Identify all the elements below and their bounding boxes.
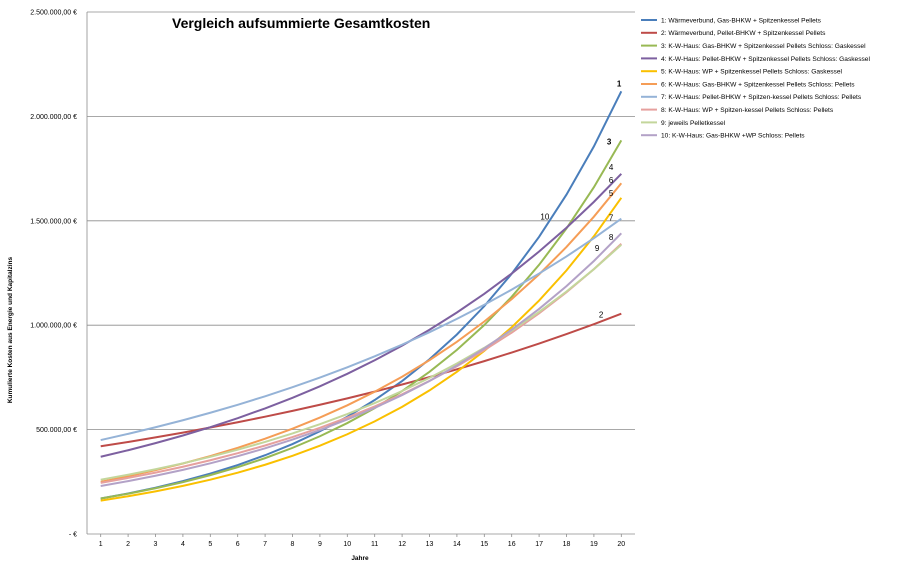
series-annotation-2: 2	[599, 311, 604, 320]
x-tick-label: 10	[343, 541, 351, 548]
x-axis-title: Jahre	[351, 555, 369, 562]
x-tick-label: 16	[508, 541, 516, 548]
y-tick-label: - €	[69, 532, 77, 539]
x-tick-label: 5	[208, 541, 212, 548]
y-axis-title: Kumulierte Kosten aus Energie und Kapita…	[7, 256, 14, 403]
x-tick-label: 18	[563, 541, 571, 548]
x-tick-label: 15	[480, 541, 488, 548]
series-annotation-3: 3	[607, 137, 612, 146]
x-tick-label: 14	[453, 541, 461, 548]
series-annotation-7: 7	[609, 214, 614, 223]
legend-label-4: 4: K-W-Haus: Pellet-BHKW + Spitzenkessel…	[661, 56, 870, 63]
series-line-2	[101, 314, 622, 447]
x-tick-label: 8	[291, 541, 295, 548]
legend-label-9: 9: jeweils Pelletkessel	[661, 120, 726, 127]
axes: - € 500.000,00 € 1.000.000,00 € 1.500.000,0…	[30, 10, 635, 549]
x-tick-label: 19	[590, 541, 598, 548]
series-annotation-6: 6	[609, 176, 614, 185]
series-annotation-1: 1	[617, 79, 622, 88]
x-tick-label: 17	[535, 541, 543, 548]
legend-label-7: 7: K-W-Haus: Pellet-BHKW + Spitzen-kesse…	[661, 94, 862, 101]
legend-label-10: 10: K-W-Haus: Gas-BHKW +WP Schloss: Pell…	[661, 133, 805, 140]
x-tick-label: 20	[617, 541, 625, 548]
legend-label-3: 3: K-W-Haus: Gas-BHKW + Spitzenkessel Pe…	[661, 43, 866, 50]
series-line-5	[101, 198, 622, 501]
legend-label-1: 1: Wärmeverbund, Gas-BHKW + Spitzenkesse…	[661, 17, 822, 24]
legend-label-5: 5: K-W-Haus: WP + Spitzenkessel Pellets …	[661, 69, 843, 76]
legend-label-2: 2: Wärmeverbund, Pellet-BHKW + Spitzenke…	[661, 30, 826, 37]
series-annotation-9: 9	[595, 244, 600, 253]
x-tick-label: 9	[318, 541, 322, 548]
x-tick-label: 7	[263, 541, 267, 548]
x-tick-label: 3	[154, 541, 158, 548]
y-tick-label: 2.500.000,00 €	[30, 10, 77, 17]
y-tick-label: 500.000,00 €	[36, 427, 77, 434]
series-annotation-5: 5	[609, 189, 614, 198]
y-tick-label: 1.000.000,00 €	[30, 323, 77, 330]
y-tick-label: 1.500.000,00 €	[30, 218, 77, 225]
series-annotation-4: 4	[609, 163, 614, 172]
y-tick-label: 2.000.000,00 €	[30, 114, 77, 121]
series-lines	[101, 91, 622, 500]
legend-label-8: 8: K-W-Haus: WP + Spitzen-kessel Pellets…	[661, 107, 834, 114]
x-tick-label: 13	[426, 541, 434, 548]
x-tick-label: 6	[236, 541, 240, 548]
x-tick-label: 12	[398, 541, 406, 548]
chart-title: Vergleich aufsummierte Gesamtkosten	[172, 15, 430, 31]
series-annotation-10: 10	[540, 212, 549, 221]
legend: 1: Wärmeverbund, Gas-BHKW + Spitzenkesse…	[641, 17, 870, 139]
legend-label-6: 6: K-W-Haus: Gas-BHKW + Spitzenkessel Pe…	[661, 81, 855, 88]
series-line-3	[101, 140, 622, 498]
series-annotation-8: 8	[609, 233, 614, 242]
x-tick-label: 2	[126, 541, 130, 548]
x-tick-label: 1	[99, 541, 103, 548]
x-tick-label: 4	[181, 541, 185, 548]
x-tick-label: 11	[371, 541, 378, 548]
series-line-7	[101, 219, 622, 440]
series-line-8	[101, 244, 622, 483]
